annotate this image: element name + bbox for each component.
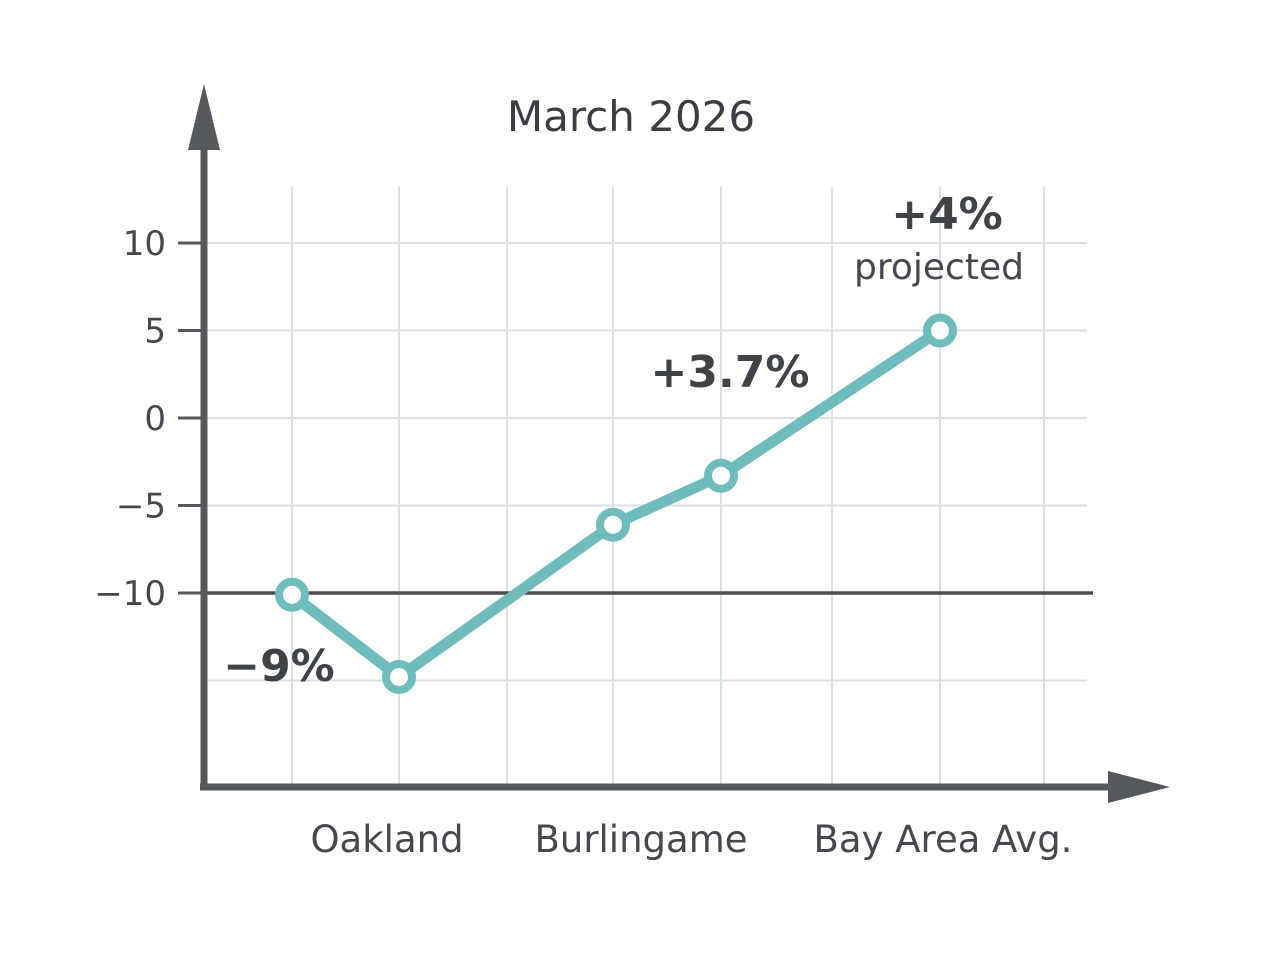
annotations: −9% +3.7% +4% projected <box>223 189 1024 692</box>
y-tick-label: 5 <box>144 312 166 352</box>
axes <box>188 84 1170 803</box>
y-tick-label: −5 <box>116 487 166 527</box>
x-category-label: Oakland <box>310 818 463 861</box>
data-point <box>923 313 957 348</box>
data-label-subtext: projected <box>854 247 1024 288</box>
data-point <box>382 660 416 694</box>
chart-title: March 2026 <box>507 92 755 141</box>
data-points <box>275 313 957 694</box>
data-point <box>704 458 738 493</box>
y-tick-labels: 10 5 0 −5 −10 <box>94 224 203 614</box>
data-label: −9% <box>223 641 335 692</box>
data-point <box>596 507 630 542</box>
data-label: +3.7% <box>651 347 810 398</box>
x-axis-arrow <box>1108 771 1170 803</box>
y-axis-arrow <box>188 84 220 150</box>
x-category-labels: Oakland Burlingame Bay Area Avg. <box>310 818 1072 861</box>
x-category-label: Bay Area Avg. <box>814 818 1073 861</box>
data-label: +4% <box>891 189 1003 240</box>
y-tick-label: 10 <box>123 224 166 264</box>
x-category-label: Burlingame <box>534 818 747 861</box>
data-point <box>275 577 309 612</box>
y-tick-label: 0 <box>144 399 166 439</box>
y-tick-label: −10 <box>94 574 166 614</box>
series-line <box>286 325 946 683</box>
